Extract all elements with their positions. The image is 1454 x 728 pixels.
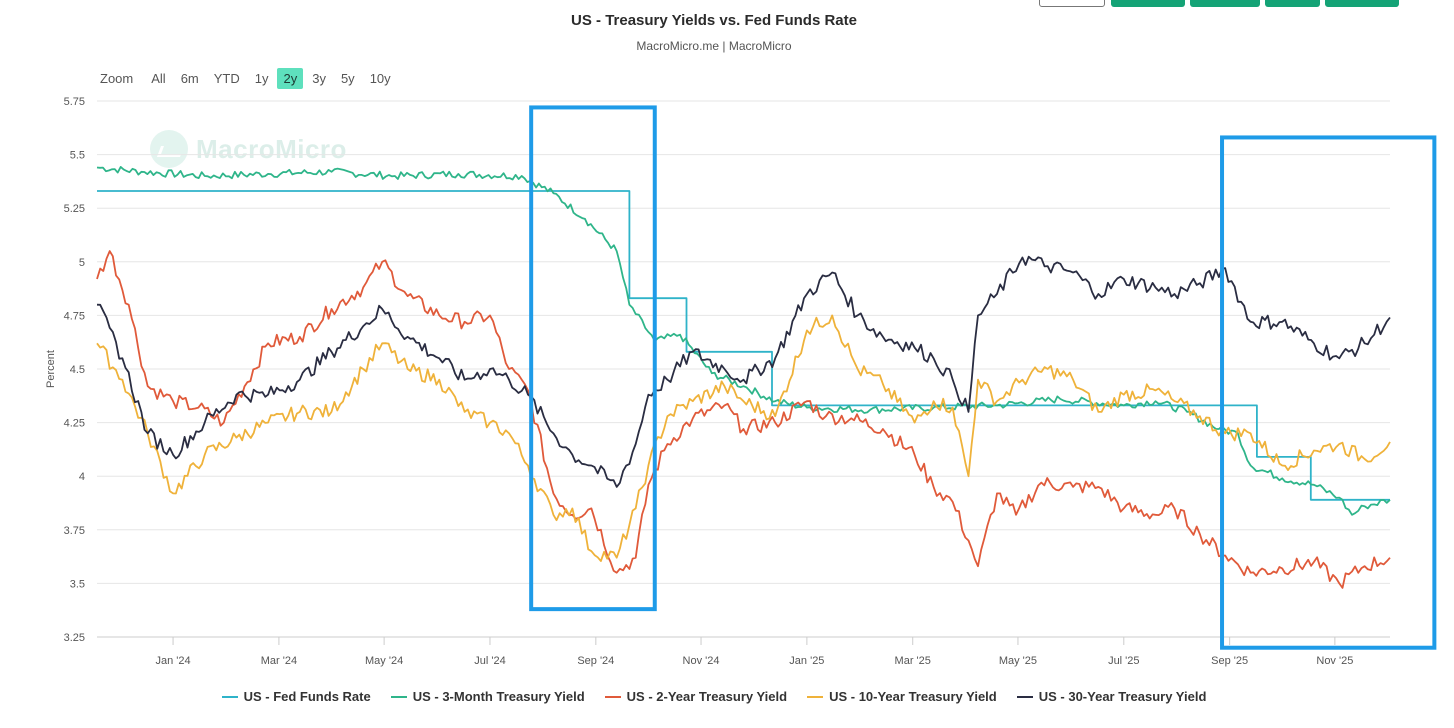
- x-tick-label: Jan '24: [155, 655, 190, 667]
- legend-swatch: [807, 695, 824, 698]
- y-tick-label: 3.75: [64, 525, 85, 537]
- x-tick-label: Jul '24: [474, 655, 505, 667]
- x-tick-label: Mar '24: [261, 655, 297, 667]
- watermark: MacroMicro: [150, 130, 347, 168]
- x-tick-label: Sep '24: [577, 655, 614, 667]
- y-tick-label: 3.5: [70, 578, 85, 590]
- legend-label: US - 3-Month Treasury Yield: [412, 689, 585, 704]
- zoom-option-6m[interactable]: 6m: [180, 70, 199, 86]
- zoom-label: Zoom: [100, 70, 134, 86]
- zoom-bar: Zoom All 6m YTD 1y 2y 3y 5y 10y: [100, 67, 400, 89]
- y-tick-label: 4.75: [64, 310, 85, 322]
- x-tick-label: Sep '25: [1211, 655, 1248, 667]
- legend: US - Fed Funds Rate US - 3-Month Treasur…: [0, 689, 1428, 704]
- watermark-text: MacroMicro: [196, 133, 347, 164]
- zoom-option-3y[interactable]: 3y: [312, 70, 326, 86]
- zoom-option-5y[interactable]: 5y: [340, 70, 355, 86]
- top-toolbar-button[interactable]: [1111, 0, 1185, 7]
- x-tick-label: Jan '25: [789, 655, 824, 667]
- zoom-option-all[interactable]: All: [151, 70, 166, 86]
- zoom-option-2y[interactable]: 2y: [277, 67, 304, 89]
- legend-item-30-year[interactable]: US - 30-Year Treasury Yield: [1016, 689, 1207, 704]
- legend-item-10-year[interactable]: US - 10-Year Treasury Yield: [807, 689, 997, 704]
- series-line-us-3-month-treasury-yield: [96, 166, 1391, 516]
- y-axis-title: Percent: [45, 350, 57, 388]
- y-tick-label: 5.5: [70, 150, 85, 162]
- series-line-us-10-year-treasury-yield: [96, 314, 1391, 562]
- top-toolbar-button[interactable]: [1039, 0, 1105, 7]
- legend-item-2-year[interactable]: US - 2-Year Treasury Yield: [604, 689, 788, 704]
- watermark-logo-icon: [150, 130, 188, 168]
- legend-label: US - Fed Funds Rate: [243, 689, 371, 704]
- legend-swatch: [221, 695, 238, 698]
- top-toolbar-button[interactable]: [1325, 0, 1399, 7]
- legend-swatch: [604, 695, 621, 698]
- chart-subtitle: MacroMicro.me | MacroMicro: [636, 39, 792, 53]
- top-toolbar-button[interactable]: [1265, 0, 1320, 7]
- highlight-box: [529, 105, 657, 612]
- y-tick-label: 4.25: [64, 418, 85, 430]
- highlight-box: [1220, 135, 1437, 650]
- x-tick-label: Nov '25: [1316, 655, 1353, 667]
- chart-title: US - Treasury Yields vs. Fed Funds Rate: [571, 12, 857, 29]
- y-tick-label: 5.25: [64, 203, 85, 215]
- series-line-us-fed-funds-rate: [97, 190, 1390, 501]
- top-toolbar-button[interactable]: [1190, 0, 1260, 7]
- series-line-us-2-year-treasury-yield: [96, 250, 1391, 589]
- zoom-option-ytd[interactable]: YTD: [213, 70, 240, 86]
- y-tick-label: 4.5: [70, 364, 85, 376]
- series-line-us-30-year-treasury-yield: [96, 255, 1391, 488]
- y-tick-label: 4: [79, 471, 85, 483]
- legend-swatch: [390, 695, 407, 698]
- legend-label: US - 2-Year Treasury Yield: [626, 689, 788, 704]
- y-tick-label: 5.75: [64, 96, 85, 108]
- x-tick-label: May '24: [365, 655, 403, 667]
- legend-item-3-month[interactable]: US - 3-Month Treasury Yield: [390, 689, 585, 704]
- legend-swatch: [1016, 695, 1033, 698]
- legend-item-fed-funds[interactable]: US - Fed Funds Rate: [221, 689, 371, 704]
- zoom-option-10y[interactable]: 10y: [369, 70, 391, 86]
- legend-label: US - 30-Year Treasury Yield: [1038, 689, 1207, 704]
- x-tick-label: Jul '25: [1108, 655, 1139, 667]
- x-tick-label: May '25: [999, 655, 1037, 667]
- x-tick-label: Mar '25: [895, 655, 931, 667]
- x-tick-label: Nov '24: [683, 655, 720, 667]
- y-tick-label: 3.25: [64, 632, 85, 644]
- y-tick-label: 5: [79, 257, 85, 269]
- legend-label: US - 10-Year Treasury Yield: [829, 689, 997, 704]
- zoom-option-1y[interactable]: 1y: [254, 70, 269, 86]
